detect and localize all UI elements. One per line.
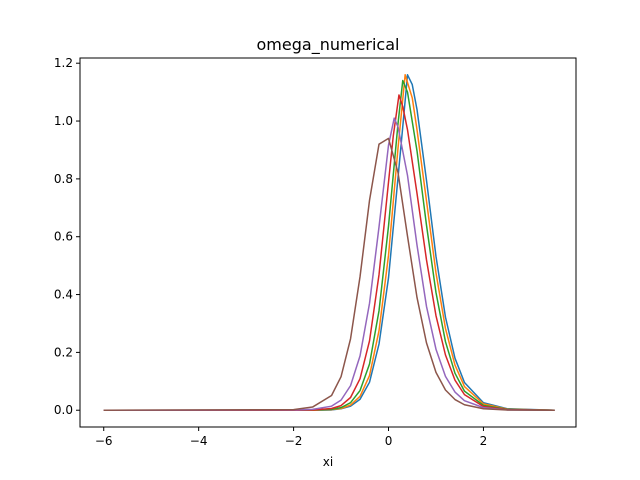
x-tick-label: 2	[480, 434, 488, 448]
y-tick-label: 0.6	[54, 230, 73, 244]
series-line-6	[103, 137, 555, 411]
y-tick-label: 0.8	[54, 172, 73, 186]
x-tick-label: −2	[285, 434, 303, 448]
axes-frame	[79, 57, 577, 428]
x-axis-label: xi	[323, 455, 333, 469]
y-tick-label: 0.0	[54, 403, 73, 417]
series-line-1	[103, 74, 555, 411]
x-tick-label: −4	[190, 434, 208, 448]
y-ticks: 0.0 0.2 0.4 0.6 0.8 1.0 1.2	[54, 56, 80, 417]
x-ticks: −6 −4 −2 0 2	[95, 427, 487, 448]
chart-title: omega_numerical	[257, 35, 400, 55]
series-layer	[103, 74, 555, 411]
x-tick-label: 0	[385, 434, 393, 448]
series-line-3	[103, 79, 555, 411]
y-tick-label: 1.0	[54, 114, 73, 128]
y-tick-label: 1.2	[54, 56, 73, 70]
series-line-2	[103, 74, 555, 411]
x-tick-label: −6	[95, 434, 113, 448]
series-line-5	[103, 117, 555, 411]
series-line-4	[103, 94, 555, 411]
y-tick-label: 0.2	[54, 345, 73, 359]
y-tick-label: 0.4	[54, 288, 73, 302]
